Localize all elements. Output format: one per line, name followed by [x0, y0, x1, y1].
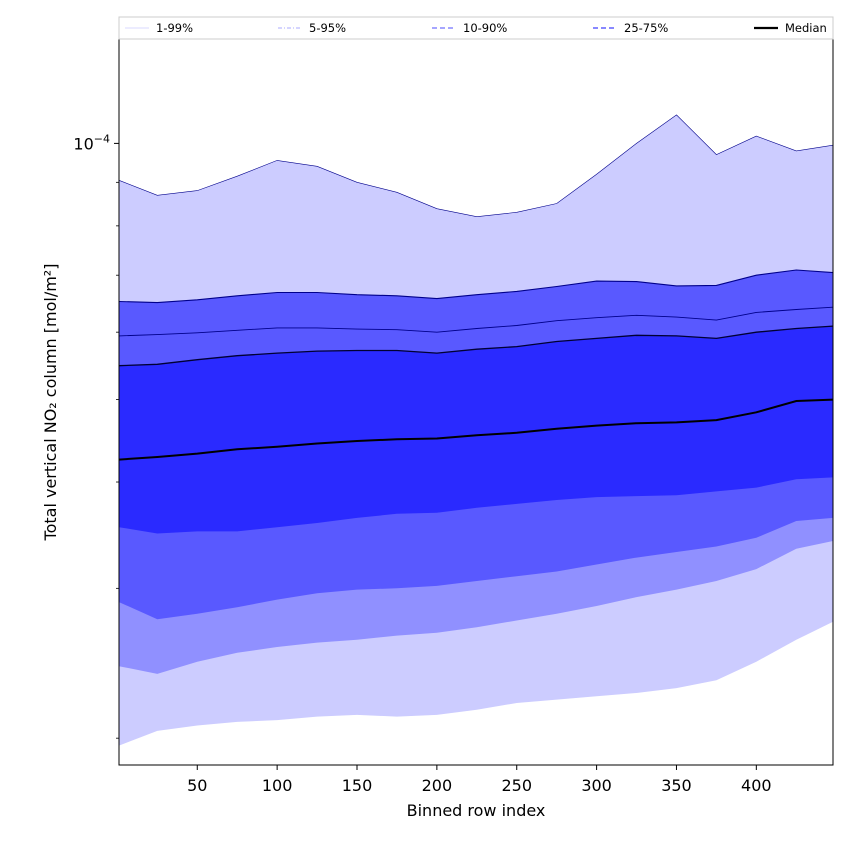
x-axis-label: Binned row index	[407, 801, 546, 820]
line-90th-percentile	[118, 269, 834, 304]
x-tick-label: 400	[741, 776, 772, 795]
y-axis-label: Total vertical NO₂ column [mol/m²]	[41, 264, 60, 542]
legend-box	[118, 16, 834, 40]
legend-label: 10-90%	[463, 21, 507, 35]
line-95th-percentile	[118, 306, 834, 337]
x-tick-label: 100	[262, 776, 293, 795]
x-tick-label: 300	[581, 776, 612, 795]
legend: 1-99% 5-95% 10-90% 25-75% Median	[118, 16, 834, 40]
line-99th-percentile	[118, 114, 834, 218]
y-tick-label-base: 10	[73, 134, 93, 153]
x-tick-label: 150	[342, 776, 373, 795]
legend-label: 5-95%	[309, 21, 346, 35]
percentile-lines	[118, 114, 834, 461]
y-tick-label-exponent: −4	[94, 132, 110, 145]
x-tick-label: 200	[422, 776, 453, 795]
x-tick-label: 50	[187, 776, 207, 795]
percentile-bands	[119, 114, 833, 746]
band-25-75	[119, 326, 833, 534]
x-axis-ticks: 50 100 150 200 250 300 350 400	[187, 765, 772, 795]
x-tick-label: 350	[661, 776, 692, 795]
legend-label: 1-99%	[156, 21, 193, 35]
legend-label: 25-75%	[624, 21, 668, 35]
legend-label: Median	[785, 21, 827, 35]
line-median	[118, 398, 834, 461]
y-tick-label: 10−4	[73, 132, 110, 153]
line-75th-percentile	[118, 325, 834, 367]
x-tick-label: 250	[501, 776, 532, 795]
y-axis-ticks: 10−4	[73, 132, 119, 739]
